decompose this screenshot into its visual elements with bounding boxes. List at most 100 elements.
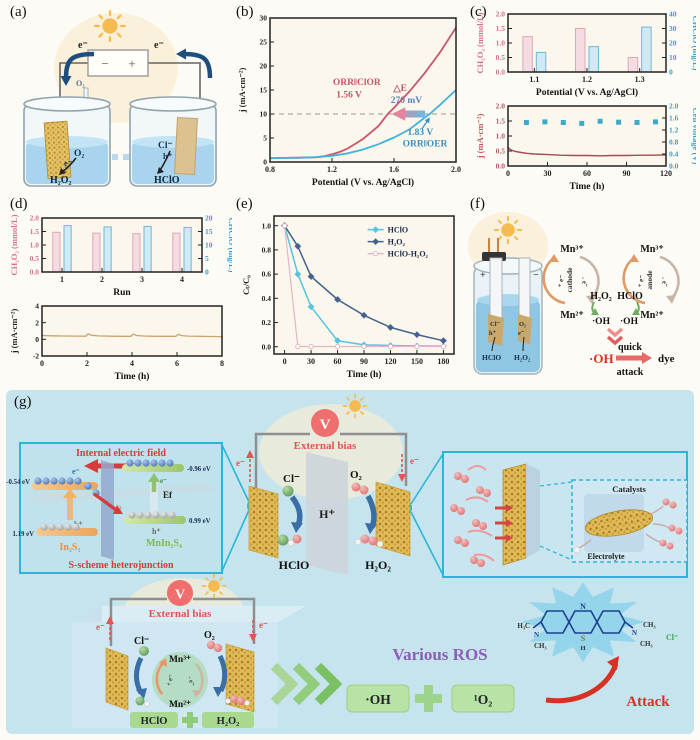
electron-label: e⁻ (72, 467, 80, 476)
svg-text:2: 2 (85, 359, 89, 368)
s-scheme-caption: S-scheme heterojunction (68, 560, 174, 571)
o2-label: O₂ (204, 630, 215, 641)
wire (193, 597, 256, 644)
wire (109, 597, 167, 646)
svg-text:1.56 V: 1.56 V (336, 91, 362, 101)
plus-e-label: + e⁻ (166, 673, 176, 687)
svg-text:1.3: 1.3 (635, 75, 645, 84)
panel-label-a: (a) (10, 4, 27, 20)
radical-particles (450, 472, 491, 567)
svg-text:0: 0 (40, 359, 44, 368)
left-beaker (23, 96, 111, 187)
svg-text:1: 1 (60, 275, 64, 284)
photoelectrochemical-cell (473, 238, 543, 375)
panel-label-e: (e) (236, 196, 253, 212)
svg-text:150: 150 (411, 357, 423, 366)
chart-lsv-curves: ORR‖ClOR 1.56 V △E 270 mV 1.83 V ORR‖OER 0 5 10 1… (236, 12, 466, 190)
svg-text:270 mV: 270 mV (391, 96, 423, 106)
svg-text:0.6: 0.6 (262, 270, 272, 279)
svg-text:4: 4 (130, 359, 134, 368)
h3c-label: H₃C (517, 622, 530, 630)
cl-label: Cl⁻ (134, 636, 149, 647)
svg-text:0.8: 0.8 (265, 165, 275, 174)
e-minus-left: e⁻ (236, 458, 245, 468)
svg-text:0: 0 (35, 335, 39, 344)
internal-electric-field-label: Internal electric field (76, 448, 166, 459)
svg-text:CH₂O₂ (mmol/L): CH₂O₂ (mmol/L) (475, 12, 485, 73)
svg-text:6: 6 (175, 359, 179, 368)
svg-text:20: 20 (669, 39, 677, 48)
power-supply-box (87, 49, 149, 77)
o2-label: O₂ (350, 469, 363, 481)
panel-label-c: (c) (470, 4, 487, 20)
hclo-product: HClO (279, 558, 310, 572)
svg-text:1.6: 1.6 (389, 165, 399, 174)
svg-text:△E: △E (392, 84, 407, 94)
svg-text:2.0: 2.0 (669, 102, 679, 111)
ch3-label: CH₃ (643, 621, 656, 629)
chart-stability-120h: 0.0 0.5 1.0 1.5 2.0 0.0 0.4 0.8 1.2 1.6 2.0 0 30 60 90… (474, 100, 696, 194)
attack-arrow (545, 663, 619, 704)
n-right-label: N (632, 629, 637, 637)
svg-text:Run: Run (113, 288, 131, 298)
svg-text:0: 0 (283, 357, 287, 366)
proton-membrane (306, 452, 348, 575)
vb1-energy: 1.19 eV (12, 531, 34, 538)
panel-f-mn-cycle-schematic: + − Cl⁻ O₂ h⁺ e⁻ HClO H₂O₂ Mn³⁺ Mn²⁺ + e… (468, 212, 680, 378)
hclo-product-label: HClO (154, 175, 180, 186)
cl-label: Cl⁻ (283, 473, 300, 485)
svg-text:0.5: 0.5 (496, 53, 506, 62)
mn-cycle-cathode: Mn³⁺ Mn²⁺ + e⁻ cathode - e⁻ (542, 244, 600, 321)
psu-plus: + (128, 56, 135, 71)
oh-radical-main: ·OH (589, 351, 614, 366)
svg-text:Cₜ/C₀: Cₜ/C₀ (241, 275, 251, 295)
cb1-energy: -0.54 eV (6, 479, 30, 486)
mnin2s4-label: MnIn₂S₄ (146, 538, 182, 549)
svg-text:Cell voltage (V): Cell voltage (V) (691, 108, 696, 165)
attack-label: Attack (626, 694, 670, 710)
v-label: V (320, 417, 331, 433)
panel-a-cell-schematic: − + e⁻ e⁻ O₂ O₂ e⁻ H₂O₂ Cl⁻ h⁺ HClO (23, 10, 217, 187)
hclo-center: HClO (617, 291, 643, 302)
svg-text:3: 3 (140, 275, 144, 284)
cathode-label: cathode (565, 267, 574, 293)
svg-text:Time (h): Time (h) (570, 181, 605, 192)
svg-text:2.0: 2.0 (496, 10, 506, 19)
hclo-label: HClO (141, 716, 168, 727)
cathode-tip (488, 314, 504, 346)
heterojunction-interface (101, 460, 114, 560)
anode-label: anode (645, 270, 654, 290)
svg-text:1.5: 1.5 (496, 24, 506, 33)
n-atom-label: N (580, 602, 586, 611)
oh-radical-label: ·OH (365, 692, 391, 707)
svg-text:90: 90 (360, 357, 368, 366)
svg-text:j (mA·cm⁻²): j (mA·cm⁻²) (237, 68, 247, 114)
singlet-oxygen-box (451, 684, 515, 713)
v-label: V (175, 588, 185, 603)
svg-text:0.4: 0.4 (262, 294, 272, 303)
s-atom-label: S (581, 634, 586, 643)
svg-text:10: 10 (205, 241, 213, 250)
anode-electrode (174, 116, 198, 176)
n-left-label: N (534, 631, 539, 639)
various-ros-label: Various ROS (392, 645, 487, 664)
plus-e-label: + e⁻ (555, 274, 566, 288)
svg-text:30: 30 (544, 169, 552, 178)
electrolysis-cell-top: V External bias e⁻ e⁻ Cl⁻ HClO H⁺ O₂ H₂O… (236, 393, 419, 575)
svg-text:20: 20 (260, 62, 268, 71)
sun-icon (94, 10, 126, 42)
svg-text:1.2: 1.2 (582, 75, 592, 84)
svg-text:0.5: 0.5 (30, 254, 40, 263)
wire-right (148, 62, 201, 114)
o2-reactant-label: O₂ (74, 149, 84, 159)
svg-text:1.2: 1.2 (327, 165, 337, 174)
panel-label-b: (b) (236, 4, 254, 20)
svg-text:1.0: 1.0 (262, 221, 272, 230)
electron-arrow-right (183, 51, 213, 79)
vb2-energy: 0.99 eV (189, 518, 211, 525)
voltage-source (167, 580, 193, 606)
svg-text:0.8: 0.8 (669, 138, 679, 147)
svg-text:180: 180 (437, 357, 449, 366)
minus-terminal: − (533, 270, 539, 281)
svg-text:30: 30 (307, 357, 315, 366)
